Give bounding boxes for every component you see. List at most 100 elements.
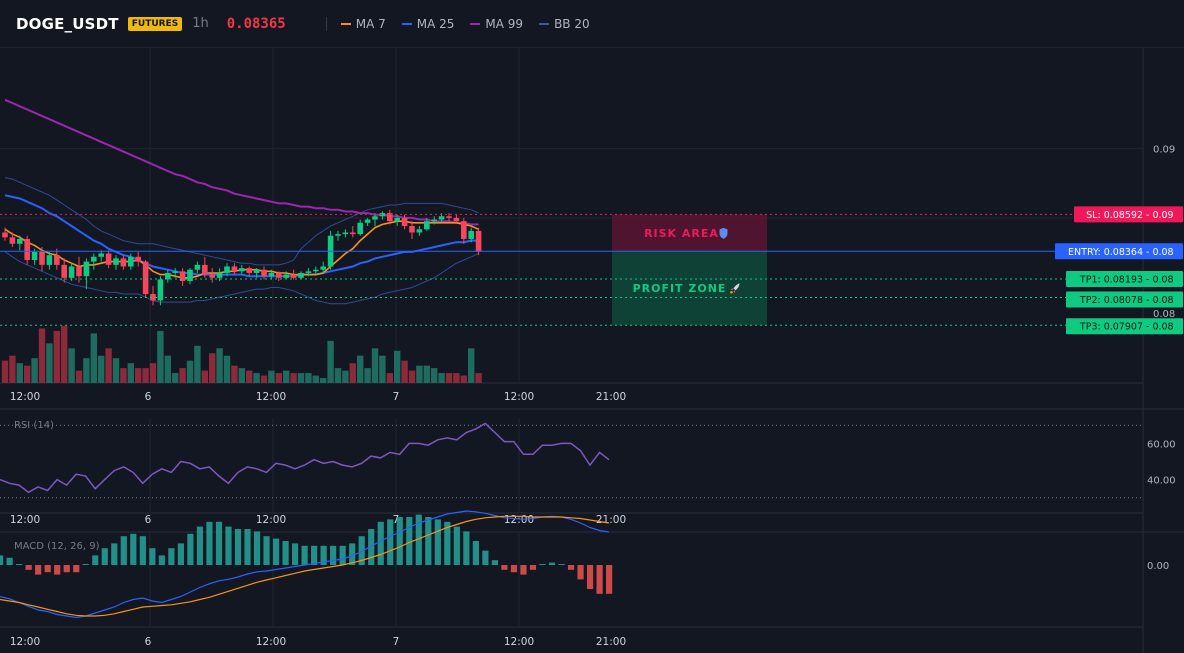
tp2-tag-axis: - 0.08 [1146,295,1174,306]
time-tick-label: 12:00 [10,636,40,648]
candle-body [342,232,349,235]
candle-body [150,293,156,301]
volume-bar [223,355,231,383]
volume-bar [61,325,68,383]
time-axis-macd[interactable]: 12:00 6 12:00 7 12:00 21:00 [10,636,626,648]
volume-bar [431,368,438,383]
interval-label[interactable]: 1h [192,16,209,31]
bb-lower-line [4,251,479,305]
macd-hist-bar [0,555,4,565]
candle-body [290,274,297,278]
risk-area-label: RISK AREA [644,227,719,240]
volume-bar [83,358,90,383]
volume-bar [98,355,105,383]
volume-bar [312,375,319,383]
legend-ma25[interactable]: MA 25 [401,17,454,31]
macd-hist-bar [158,555,165,565]
volume-bar [386,373,393,383]
volume-bar [379,355,386,383]
candle-body [453,217,460,222]
price-axis[interactable]: 0.09 0.08 [1153,144,1175,320]
time-axis-rsi[interactable]: 12:00 6 12:00 7 12:00 21:00 [10,514,626,526]
volume-bar [68,348,75,383]
rsi-pane[interactable]: RSI (14) 60.00 40.00 [0,420,1176,499]
macd-hist-bar [396,517,403,565]
macd-hist-bar [567,565,575,570]
macd-hist-bar [253,531,261,565]
price-tick-label: 0.08 [1153,309,1175,320]
tp1-tag[interactable]: TP1: 0.08193 - 0.08 [1066,270,1183,287]
candle-body [276,272,282,278]
sl-tag-axis: - 0.09 [1146,210,1174,221]
time-axis-main[interactable]: 12:00 6 12:00 7 12:00 21:00 [10,391,626,403]
time-tick-label: 12:00 [504,391,534,403]
macd-hist-bar [472,541,479,565]
volume-bar [475,373,482,383]
macd-hist-bar [244,529,251,565]
candle-body [239,268,245,272]
legend-bb20[interactable]: BB 20 [539,17,590,31]
entry-tag[interactable]: ENTRY: 0.08364 - 0.08 [1055,243,1183,260]
volume-bar [253,373,260,383]
volume-bar [342,370,349,383]
legend-ma7[interactable]: MA 7 [340,17,386,31]
volume-bar [290,373,297,383]
candle-body [431,219,437,222]
header-divider [325,16,327,31]
candle-body [98,253,104,257]
candle-body [54,255,60,265]
candle-body [216,272,223,278]
volume-bar [9,355,16,383]
candle-body [105,253,112,265]
candle-body [379,213,386,217]
tp2-tag[interactable]: TP2: 0.08078 - 0.08 [1066,291,1183,308]
time-tick-label: 12:00 [504,636,534,648]
tp3-tag[interactable]: TP3: 0.07907 - 0.08 [1066,318,1183,335]
volume-bar [142,368,149,383]
macd-hist-bar [596,565,603,594]
volume-bar [46,343,53,383]
symbol-name[interactable]: DOGE_USDT [16,14,119,33]
time-tick-label: 7 [393,636,400,648]
profit-zone-label: PROFIT ZONE [633,282,727,295]
macd-hist-bar [149,548,156,565]
sl-tag[interactable]: SL: 0.08592 - 0.09 [1074,206,1183,223]
macd-hist-bar [92,555,99,565]
macd-hist-bar [111,543,118,565]
candle-body [120,258,127,267]
volume-bar [112,358,120,383]
macd-line [0,510,610,619]
time-tick-label: 6 [145,514,152,526]
volume-bar [16,363,23,383]
volume-bar [246,370,253,383]
volume-bar [135,368,142,383]
candle-body [320,266,326,270]
time-tick-label: 12:00 [10,514,40,526]
candle-body [409,226,415,233]
volume-bars [1,325,482,383]
macd-hist-bar [463,531,470,565]
macd-hist-bar [444,521,451,565]
macd-hist-bar [234,529,242,565]
candle-body [202,264,208,275]
candle-body [372,216,378,220]
volume-bar [460,375,467,383]
volume-bar [394,350,401,383]
chart-header: DOGE_USDT FUTURES 1h 0.08365 MA 7 MA 25 … [0,0,1184,48]
macd-tick-label: 0.00 [1147,561,1169,572]
macd-hist-bar [54,565,61,575]
volume-bar [172,373,179,383]
legend-ma99[interactable]: MA 99 [470,17,523,31]
time-tick-label: 7 [393,514,400,526]
volume-bar [423,365,430,383]
candle-body [68,266,75,278]
macd-hist-bar [263,536,270,565]
volume-bar [1,360,9,383]
volume-bar [305,373,312,383]
time-tick-label: 12:00 [256,514,286,526]
macd-hist-bar [282,541,289,565]
macd-pane[interactable]: MACD (12, 26, 9) 0.00 [0,510,1169,619]
volume-bar [334,368,342,383]
macd-hist-bar [529,565,537,570]
chart-canvas[interactable]: RISK AREA PROFIT ZONE 0.09 0.08 SL: 0.08… [0,48,1184,653]
